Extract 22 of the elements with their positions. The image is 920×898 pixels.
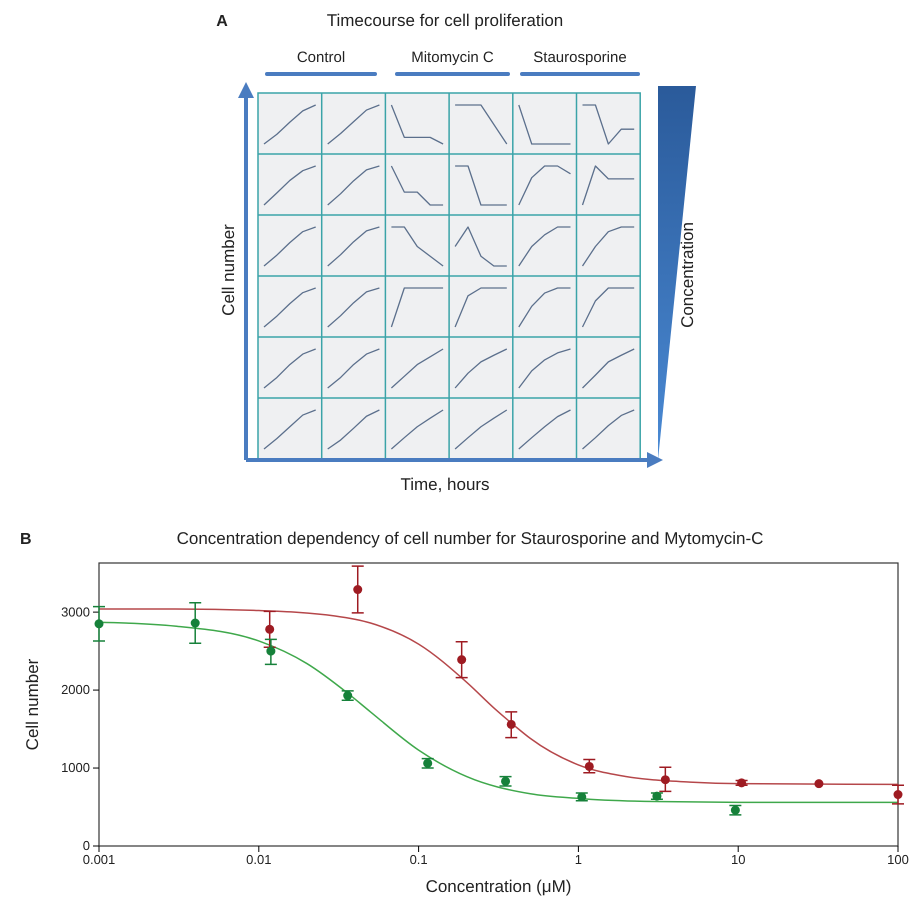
text: Concentration <box>678 222 697 328</box>
text: Timecourse for cell proliferation <box>326 11 564 30</box>
x-tick-label: 10 <box>730 852 746 868</box>
x-tick-label: 0.1 <box>410 852 428 868</box>
y-tick-label: 1000 <box>61 760 90 776</box>
text: A <box>216 13 228 30</box>
x-tick-label: 0.01 <box>246 852 272 868</box>
y-tick-label: 3000 <box>61 604 90 620</box>
text: Mitomycin C <box>411 49 494 66</box>
x-tick-label: 100 <box>887 852 909 868</box>
text: Cell number <box>219 224 238 316</box>
x-axis-title: Concentration (μM) <box>426 877 572 896</box>
text: Control <box>296 49 346 66</box>
y-tick-label: 0 <box>82 838 90 854</box>
x-tick-label: 1 <box>574 852 582 868</box>
y-tick-label: 2000 <box>61 682 90 698</box>
y-axis-title: Cell number <box>23 658 42 750</box>
chart-title: Concentration dependency of cell number for Staurosporine and Mytomycin-C <box>176 529 764 548</box>
x-tick-label: 0.001 <box>82 852 116 868</box>
text: B <box>20 531 32 548</box>
text: Staurosporine <box>533 49 627 66</box>
text: Time, hours <box>400 475 490 494</box>
